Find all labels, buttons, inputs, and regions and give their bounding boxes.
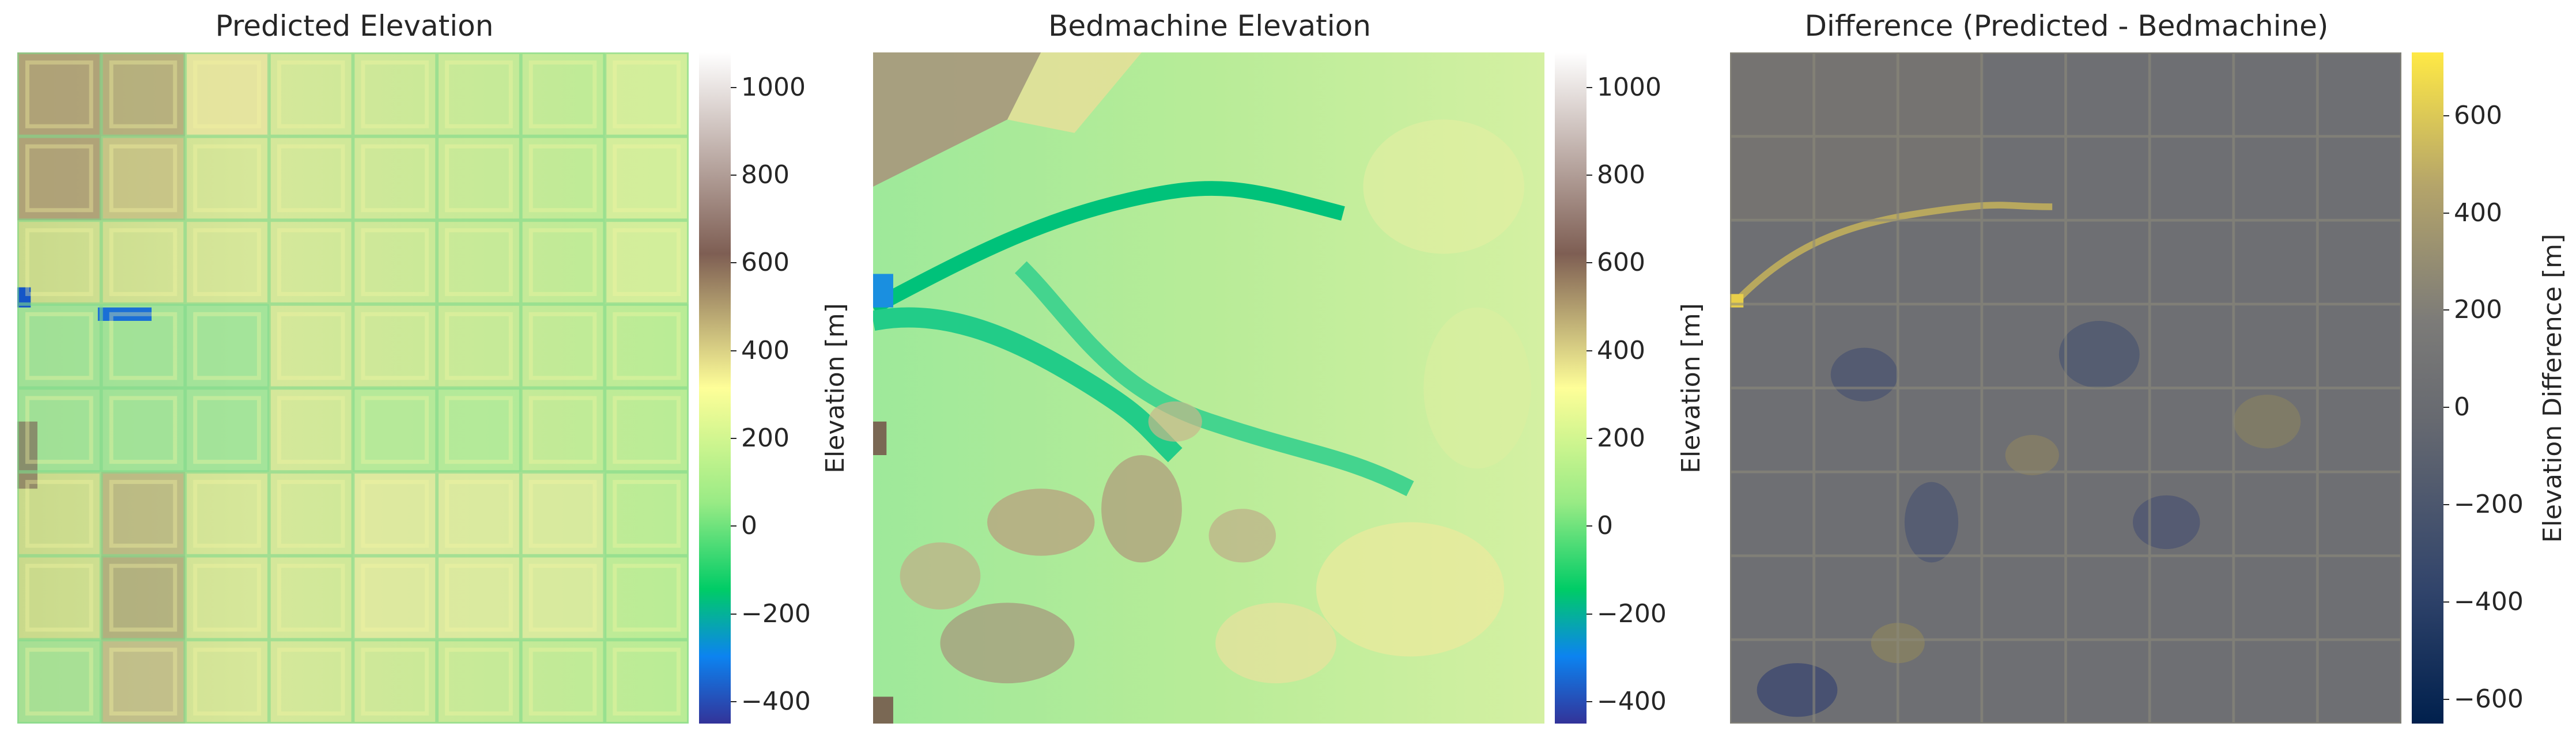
colorbar-tick-label: −600: [2454, 684, 2524, 714]
colorbar-tick-mark: [1587, 350, 1592, 351]
colorbar-tick-label: 0: [741, 511, 757, 541]
colorbar-label-predicted: Elevation [m]: [821, 303, 850, 474]
heatmap-elevation-difference: [1730, 52, 2401, 724]
colorbar-tick-mark: [2443, 504, 2449, 506]
colorbar-tick-mark: [731, 525, 736, 527]
colorbar-tick-label: 200: [741, 423, 790, 453]
colorbar-tick-label: −400: [1597, 686, 1667, 716]
colorbar-tick-mark: [731, 613, 736, 615]
colorbar-label-bedmachine: Elevation [m]: [1676, 303, 1706, 474]
colorbar-tick-label: 0: [1597, 511, 1613, 541]
colorbar-tick-label: −200: [741, 599, 811, 629]
colorbar-tick-label: 400: [2454, 198, 2502, 228]
colorbar-tick-label: 200: [2454, 295, 2502, 325]
colorbar-tick-label: −400: [2454, 586, 2524, 616]
colorbar-tick-mark: [731, 438, 736, 440]
panel-title-bedmachine: Bedmachine Elevation: [1048, 9, 1371, 43]
colorbar-tick-label: 800: [1597, 160, 1645, 190]
colorbar-tick-label: 800: [741, 160, 790, 190]
heatmap-predicted-elevation: [17, 52, 689, 724]
colorbar-tick-mark: [2443, 115, 2449, 116]
colorbar-tick-label: −200: [2454, 490, 2524, 520]
colorbar-tick-mark: [2443, 407, 2449, 408]
colorbar-tick-mark: [1587, 86, 1592, 88]
colorbar-bedmachine: [1555, 52, 1587, 724]
colorbar-predicted: [699, 52, 731, 724]
colorbar-tick-mark: [731, 350, 736, 351]
colorbar-tick-mark: [1587, 525, 1592, 527]
colorbar-tick-label: 200: [1597, 423, 1645, 453]
colorbar-tick-label: 600: [1597, 248, 1645, 278]
heatmap-bedmachine-elevation: [873, 52, 1544, 724]
colorbar-tick-mark: [2443, 698, 2449, 700]
colorbar-label-difference: Elevation Difference [m]: [2538, 233, 2567, 543]
panel-title-difference: Difference (Predicted - Bedmachine): [1804, 9, 2329, 43]
colorbar-tick-mark: [1587, 262, 1592, 264]
colorbar-tick-label: 1000: [741, 72, 806, 102]
colorbar-tick-mark: [2443, 601, 2449, 603]
colorbar-tick-mark: [1587, 701, 1592, 702]
colorbar-tick-label: −200: [1597, 599, 1667, 629]
colorbar-tick-label: 1000: [1597, 72, 1661, 102]
colorbar-tick-label: 0: [2454, 392, 2470, 422]
colorbar-tick-label: 400: [1597, 335, 1645, 365]
colorbar-tick-mark: [2443, 309, 2449, 311]
colorbar-tick-label: 600: [741, 248, 790, 278]
colorbar-tick-mark: [731, 86, 736, 88]
colorbar-tick-label: 400: [741, 335, 790, 365]
colorbar-tick-label: −400: [741, 686, 811, 716]
colorbar-tick-mark: [731, 701, 736, 702]
colorbar-tick-mark: [2443, 212, 2449, 214]
colorbar-tick-mark: [1587, 613, 1592, 615]
colorbar-tick-mark: [731, 262, 736, 264]
colorbar-tick-mark: [1587, 438, 1592, 440]
colorbar-tick-label: 600: [2454, 100, 2502, 130]
colorbar-tick-mark: [1587, 175, 1592, 176]
colorbar-tick-mark: [731, 175, 736, 176]
panel-title-predicted: Predicted Elevation: [215, 9, 494, 43]
colorbar-difference: [2412, 52, 2443, 724]
